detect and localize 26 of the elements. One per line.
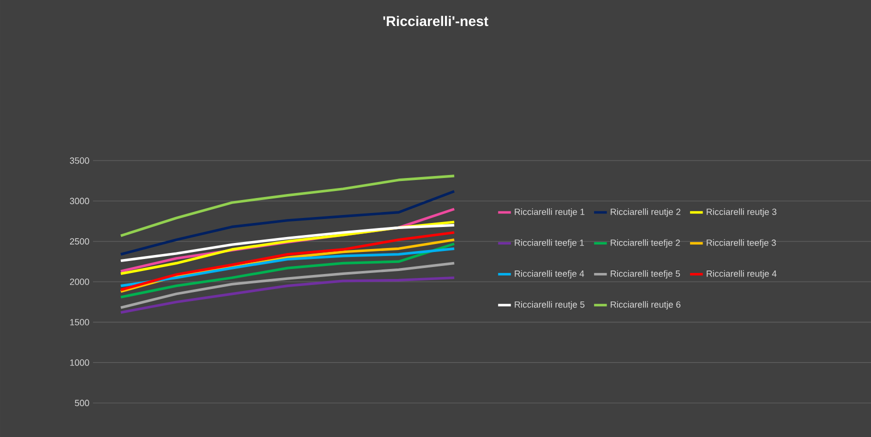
line-series (120, 224, 456, 262)
line-series (120, 242, 456, 298)
y-tick-label: 1000 (70, 359, 90, 366)
y-tick-label: 2000 (70, 278, 90, 285)
legend-label: Ricciarelli teefje 5 (610, 270, 680, 279)
legend-label: Ricciarelli reutje 6 (610, 301, 680, 310)
line-series (120, 262, 456, 309)
legend-label: Ricciarelli teefje 2 (610, 239, 680, 248)
legend-label: Ricciarelli reutje 3 (706, 208, 776, 217)
chart-title: 'Ricciarelli'-nest (383, 16, 488, 26)
legend-label: Ricciarelli reutje 1 (514, 208, 584, 217)
legend-label: Ricciarelli teefje 1 (514, 239, 584, 248)
legend-label: Ricciarelli reutje 2 (610, 208, 680, 217)
legend-label: Ricciarelli reutje 5 (514, 301, 584, 310)
y-tick-label: 2500 (70, 238, 90, 245)
y-tick-label: 500 (74, 400, 90, 406)
legend-label: Ricciarelli reutje 4 (706, 270, 777, 279)
legend-label: Ricciarelli teefje 3 (706, 239, 776, 248)
line-series (120, 190, 456, 256)
legend-label: Ricciarelli teefje 4 (514, 270, 584, 279)
line-series (120, 276, 456, 314)
y-tick-label: 1500 (70, 319, 90, 326)
y-tick-label: 3000 (70, 198, 90, 204)
line-series (120, 247, 456, 288)
line-series (120, 174, 456, 238)
y-tick-label: 3500 (70, 157, 90, 164)
